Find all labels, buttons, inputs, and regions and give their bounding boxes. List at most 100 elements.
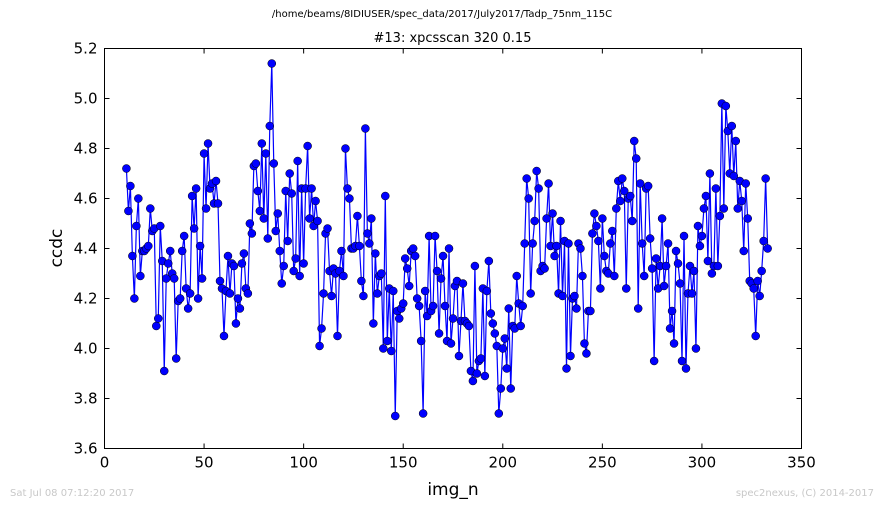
data-point — [305, 214, 314, 223]
data-point — [341, 144, 350, 153]
data-point — [516, 321, 525, 331]
data-point — [502, 364, 512, 373]
data-point — [353, 211, 362, 221]
data-point — [526, 289, 535, 298]
data-point — [211, 176, 221, 186]
figure-suptitle: /home/beams/8IDIUSER/spec_data/2017/July… — [271, 9, 613, 20]
data-point — [470, 261, 480, 271]
data-point — [518, 301, 527, 311]
data-point — [558, 291, 567, 301]
data-point — [727, 121, 737, 131]
data-point — [369, 319, 378, 328]
data-point — [635, 179, 645, 188]
data-point — [570, 291, 579, 301]
data-point — [596, 284, 605, 293]
data-point — [287, 189, 296, 198]
data-point — [122, 164, 131, 173]
data-point — [522, 174, 531, 183]
data-point — [317, 324, 326, 333]
data-point — [498, 344, 508, 353]
x-tick-label: 50 — [195, 454, 214, 472]
y-tick-label: 4.2 — [74, 290, 98, 308]
data-point — [468, 376, 478, 386]
data-point — [637, 239, 647, 248]
data-point — [534, 184, 543, 193]
data-point — [625, 191, 635, 201]
data-point — [606, 239, 615, 248]
data-point — [743, 214, 752, 223]
data-point — [500, 334, 510, 343]
data-point — [315, 341, 324, 351]
data-point — [695, 241, 705, 251]
data-point — [398, 299, 408, 308]
x-tick-label: 200 — [488, 454, 517, 472]
y-tick-label: 5.2 — [74, 40, 98, 58]
data-point — [400, 254, 410, 263]
data-point — [201, 204, 211, 213]
chart-title: #13: xpcsscan 320 0.15 — [373, 31, 532, 46]
x-axis-ticks: 0 50 100 150 200 250 300 350 — [100, 48, 816, 472]
data-point — [719, 204, 729, 213]
data-point — [494, 409, 504, 418]
data-point — [679, 231, 689, 241]
data-point — [552, 241, 561, 251]
data-point — [175, 294, 185, 303]
data-point — [229, 261, 239, 271]
footer-timestamp: Sat Jul 08 07:12:20 2017 — [10, 488, 135, 499]
data-point — [659, 281, 669, 291]
data-point — [701, 191, 711, 201]
data-point — [556, 216, 565, 226]
data-point — [159, 366, 169, 376]
data-point — [733, 204, 743, 213]
data-point — [446, 339, 456, 348]
data-point — [416, 336, 426, 346]
x-tick-label: 0 — [100, 454, 110, 472]
data-point — [550, 251, 559, 261]
data-point — [363, 229, 372, 238]
data-point — [293, 156, 302, 166]
data-point — [687, 289, 697, 298]
data-point — [693, 221, 703, 231]
data-point — [649, 356, 659, 366]
data-point — [355, 241, 364, 251]
data-point — [512, 271, 521, 281]
data-point — [458, 279, 468, 288]
plot-area: 0 50 100 150 200 250 300 350 3.6 3.8 4.0 4.2 4.4 4.6… — [74, 40, 816, 472]
data-point — [285, 169, 294, 178]
data-point — [608, 226, 617, 236]
data-point — [394, 314, 404, 323]
data-point — [665, 324, 675, 333]
data-point — [490, 329, 500, 338]
data-point — [267, 59, 277, 68]
data-point — [387, 346, 396, 356]
data-point — [673, 259, 683, 268]
data-point — [428, 301, 438, 311]
data-point — [156, 221, 165, 231]
data-point — [576, 244, 585, 253]
data-point — [408, 244, 418, 253]
data-point — [319, 289, 328, 298]
data-point — [548, 209, 557, 218]
x-axis-label: img_n — [427, 480, 478, 500]
data-point — [699, 204, 709, 213]
data-point — [251, 159, 261, 168]
data-point — [643, 181, 653, 191]
data-point — [239, 249, 249, 258]
data-point — [311, 196, 320, 206]
data-point — [257, 139, 267, 148]
data-point — [612, 204, 621, 213]
data-point — [566, 351, 575, 361]
data-point — [729, 171, 739, 181]
data-point — [667, 306, 677, 316]
data-point — [299, 259, 308, 268]
data-point — [671, 246, 681, 256]
data-point — [357, 276, 366, 286]
data-point — [715, 211, 725, 221]
data-point — [179, 231, 189, 241]
data-point — [130, 294, 139, 303]
data-point — [245, 219, 255, 228]
data-point — [203, 139, 213, 148]
data-point — [367, 214, 376, 223]
x-tick-label: 150 — [389, 454, 418, 472]
data-point — [171, 354, 181, 363]
